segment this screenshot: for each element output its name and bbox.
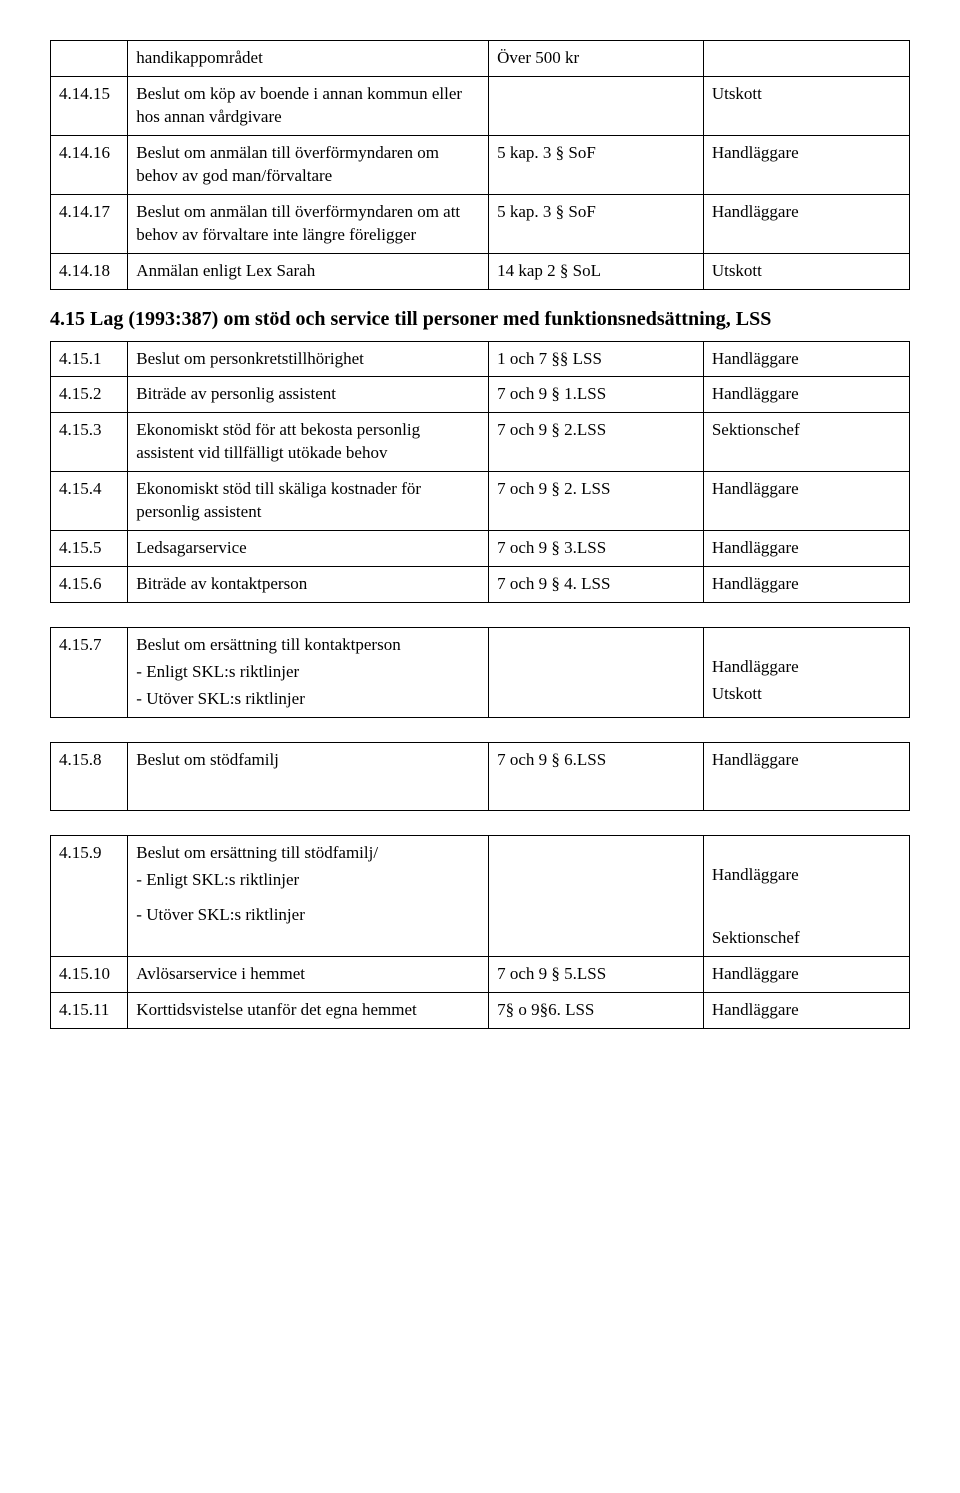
desc-line: - Utöver SKL:s riktlinjer [136, 688, 480, 711]
cell-desc: Biträde av kontaktperson [128, 567, 489, 603]
table-row: 4.14.15 Beslut om köp av boende i annan … [51, 76, 910, 135]
cell-ref: Över 500 kr [489, 41, 704, 77]
cell-id: 4.15.3 [51, 413, 128, 472]
cell-desc: Biträde av personlig assistent [128, 377, 489, 413]
table-row: 4.15.6 Biträde av kontaktperson 7 och 9 … [51, 567, 910, 603]
cell-ref: 5 kap. 3 § SoF [489, 194, 704, 253]
cell-desc: handikappområdet [128, 41, 489, 77]
cell-resp: Handläggare [703, 135, 909, 194]
cell-ref: 7 och 9 § 1.LSS [489, 377, 704, 413]
cell-ref: 1 och 7 §§ LSS [489, 341, 704, 377]
cell-desc: Ekonomiskt stöd till skäliga kostnader f… [128, 472, 489, 531]
table-4-15-7: 4.15.7 Beslut om ersättning till kontakt… [50, 627, 910, 718]
cell-ref: 7 och 9 § 2. LSS [489, 472, 704, 531]
cell-ref: 5 kap. 3 § SoF [489, 135, 704, 194]
cell-desc: Anmälan enligt Lex Sarah [128, 253, 489, 289]
resp-line: Sektionschef [712, 927, 901, 950]
cell-resp: Handläggare [703, 567, 909, 603]
desc-line: - Enligt SKL:s riktlinjer [136, 661, 480, 684]
cell-ref [489, 835, 704, 956]
cell-resp: Handläggare [703, 194, 909, 253]
cell-ref: 7 och 9 § 4. LSS [489, 567, 704, 603]
table-row: 4.14.18 Anmälan enligt Lex Sarah 14 kap … [51, 253, 910, 289]
desc-line: Beslut om ersättning till kontaktperson [136, 634, 480, 657]
table-row: 4.15.4 Ekonomiskt stöd till skäliga kost… [51, 472, 910, 531]
cell-ref: 7 och 9 § 2.LSS [489, 413, 704, 472]
resp-line: Handläggare [712, 656, 901, 679]
table-row: 4.15.8 Beslut om stödfamilj 7 och 9 § 6.… [51, 742, 910, 810]
table-row: 4.15.9 Beslut om ersättning till stödfam… [51, 835, 910, 956]
table-4-15-a: 4.15.1 Beslut om personkretstillhörighet… [50, 341, 910, 604]
table-row: 4.15.3 Ekonomiskt stöd för att bekosta p… [51, 413, 910, 472]
cell-id: 4.14.17 [51, 194, 128, 253]
cell-ref: 7 och 9 § 6.LSS [489, 742, 704, 810]
table-4-15-8: 4.15.8 Beslut om stödfamilj 7 och 9 § 6.… [50, 742, 910, 811]
table-row: 4.15.1 Beslut om personkretstillhörighet… [51, 341, 910, 377]
cell-id: 4.15.1 [51, 341, 128, 377]
cell-resp: Handläggare Utskott [703, 628, 909, 718]
cell-resp: Handläggare [703, 992, 909, 1028]
cell-id: 4.14.15 [51, 76, 128, 135]
table-row: 4.15.7 Beslut om ersättning till kontakt… [51, 628, 910, 718]
desc-line: - Enligt SKL:s riktlinjer [136, 869, 480, 892]
cell-resp [703, 41, 909, 77]
cell-desc: Beslut om köp av boende i annan kommun e… [128, 76, 489, 135]
cell-id: 4.15.11 [51, 992, 128, 1028]
cell-desc: Korttidsvistelse utanför det egna hemmet [128, 992, 489, 1028]
cell-resp: Handläggare [703, 472, 909, 531]
cell-resp: Handläggare Sektionschef [703, 835, 909, 956]
cell-desc: Ekonomiskt stöd för att bekosta personli… [128, 413, 489, 472]
cell-desc: Beslut om anmälan till överförmyndaren o… [128, 135, 489, 194]
cell-desc: Beslut om personkretstillhörighet [128, 341, 489, 377]
cell-id [51, 41, 128, 77]
cell-id: 4.15.8 [51, 742, 128, 810]
cell-desc: Beslut om ersättning till stödfamilj/ - … [128, 835, 489, 956]
table-4-15-9: 4.15.9 Beslut om ersättning till stödfam… [50, 835, 910, 1029]
cell-ref [489, 628, 704, 718]
cell-id: 4.15.7 [51, 628, 128, 718]
table-row: 4.15.5 Ledsagarservice 7 och 9 § 3.LSS H… [51, 531, 910, 567]
cell-ref: 14 kap 2 § SoL [489, 253, 704, 289]
cell-resp: Handläggare [703, 956, 909, 992]
cell-ref: 7 och 9 § 5.LSS [489, 956, 704, 992]
cell-desc: Beslut om anmälan till överförmyndaren o… [128, 194, 489, 253]
cell-desc: Beslut om ersättning till kontaktperson … [128, 628, 489, 718]
cell-resp: Handläggare [703, 341, 909, 377]
cell-ref: 7 och 9 § 3.LSS [489, 531, 704, 567]
cell-resp: Handläggare [703, 742, 909, 810]
cell-resp: Sektionschef [703, 413, 909, 472]
table-4-14: handikappområdet Över 500 kr 4.14.15 Bes… [50, 40, 910, 290]
table-row: 4.15.2 Biträde av personlig assistent 7 … [51, 377, 910, 413]
table-row: 4.14.16 Beslut om anmälan till överförmy… [51, 135, 910, 194]
table-row: 4.14.17 Beslut om anmälan till överförmy… [51, 194, 910, 253]
cell-id: 4.15.4 [51, 472, 128, 531]
desc-line: Beslut om ersättning till stödfamilj/ [136, 842, 480, 865]
resp-line: Handläggare [712, 864, 901, 887]
cell-id: 4.15.2 [51, 377, 128, 413]
cell-id: 4.15.10 [51, 956, 128, 992]
desc-line: - Utöver SKL:s riktlinjer [136, 904, 480, 927]
section-heading: 4.15 Lag (1993:387) om stöd och service … [50, 306, 910, 333]
table-row: handikappområdet Över 500 kr [51, 41, 910, 77]
cell-ref [489, 76, 704, 135]
table-row: 4.15.11 Korttidsvistelse utanför det egn… [51, 992, 910, 1028]
cell-desc: Ledsagarservice [128, 531, 489, 567]
cell-resp: Utskott [703, 76, 909, 135]
cell-id: 4.15.9 [51, 835, 128, 956]
cell-id: 4.14.18 [51, 253, 128, 289]
cell-id: 4.14.16 [51, 135, 128, 194]
cell-id: 4.15.6 [51, 567, 128, 603]
cell-desc: Beslut om stödfamilj [128, 742, 489, 810]
resp-line: Utskott [712, 683, 901, 706]
cell-ref: 7§ o 9§6. LSS [489, 992, 704, 1028]
cell-resp: Utskott [703, 253, 909, 289]
cell-id: 4.15.5 [51, 531, 128, 567]
table-row: 4.15.10 Avlösarservice i hemmet 7 och 9 … [51, 956, 910, 992]
cell-desc: Avlösarservice i hemmet [128, 956, 489, 992]
cell-resp: Handläggare [703, 531, 909, 567]
cell-resp: Handläggare [703, 377, 909, 413]
